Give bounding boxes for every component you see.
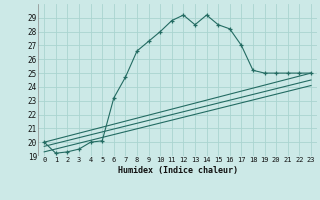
X-axis label: Humidex (Indice chaleur): Humidex (Indice chaleur) (118, 166, 238, 175)
